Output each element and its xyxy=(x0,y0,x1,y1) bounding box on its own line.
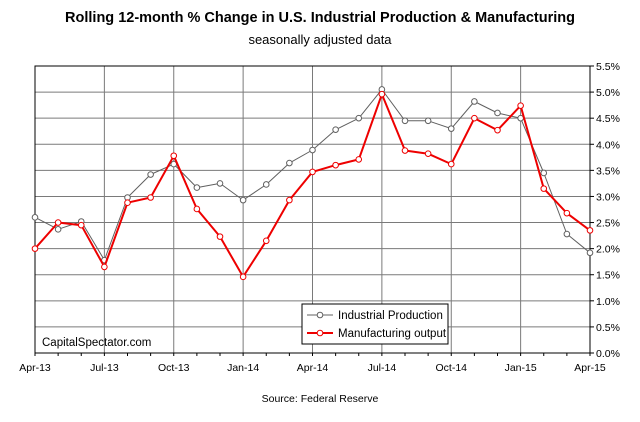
y-tick-label: 1.0% xyxy=(596,296,620,308)
data-point-industrial-production xyxy=(31,214,39,221)
y-axis: 0.0% 0.5% 1.0% 1.5% 2.0% 2.5% 3.0% 3.5% 4.0% 4.5%… xyxy=(590,61,620,360)
data-point-industrial-production xyxy=(540,169,548,177)
data-point-manufacturing-output xyxy=(401,147,409,154)
legend-marker-industrial-production xyxy=(316,311,324,319)
data-point-manufacturing-output xyxy=(332,161,339,169)
data-point-industrial-production xyxy=(54,226,62,233)
x-axis: Apr-13 Jul-13 Oct-13 Jan-14 Apr-14 Jul-14 Oct-… xyxy=(19,353,606,374)
data-point-manufacturing-output xyxy=(563,209,571,217)
data-point-manufacturing-output xyxy=(101,263,108,271)
chart-title: Rolling 12-month % Change in U.S. Indust… xyxy=(65,10,575,26)
data-point-manufacturing-output xyxy=(517,102,524,109)
data-point-industrial-production xyxy=(332,126,339,133)
data-point-manufacturing-output xyxy=(147,194,154,201)
data-point-manufacturing-output xyxy=(471,114,478,122)
y-tick-label: 5.0% xyxy=(596,87,620,99)
data-point-industrial-production xyxy=(471,98,478,105)
legend-marker-manufacturing-output xyxy=(316,329,324,337)
data-point-industrial-production xyxy=(447,125,455,132)
data-point-manufacturing-output xyxy=(54,219,62,226)
data-point-manufacturing-output xyxy=(494,126,501,134)
data-point-industrial-production xyxy=(563,230,571,238)
x-tick-label: Jul-13 xyxy=(90,362,119,374)
legend-label-industrial-production: Industrial Production xyxy=(338,310,443,322)
y-tick-label: 3.0% xyxy=(596,191,620,203)
data-point-industrial-production xyxy=(309,146,316,154)
data-point-manufacturing-output xyxy=(239,273,247,281)
data-point-manufacturing-output xyxy=(447,160,455,168)
legend-box xyxy=(301,303,449,345)
legend-label-manufacturing-output: Manufacturing output xyxy=(338,328,447,340)
x-tick-label: Oct-14 xyxy=(435,362,467,374)
x-tick-label: Apr-15 xyxy=(574,362,606,374)
data-point-industrial-production xyxy=(586,249,594,257)
data-point-manufacturing-output xyxy=(77,221,85,229)
data-point-industrial-production xyxy=(216,180,224,187)
data-point-industrial-production xyxy=(424,117,432,125)
data-point-manufacturing-output xyxy=(378,90,386,98)
data-point-manufacturing-output xyxy=(286,196,293,204)
x-tick-label: Apr-13 xyxy=(19,362,51,374)
data-point-manufacturing-output xyxy=(424,150,432,157)
y-tick-label: 5.5% xyxy=(596,61,620,73)
data-point-manufacturing-output xyxy=(586,227,594,234)
data-point-manufacturing-output xyxy=(355,156,363,163)
data-point-manufacturing-output xyxy=(170,152,178,160)
y-tick-label: 0.5% xyxy=(596,322,620,334)
data-point-industrial-production xyxy=(193,184,201,191)
y-tick-label: 2.0% xyxy=(596,244,620,256)
data-point-manufacturing-output xyxy=(124,199,131,207)
x-tick-label: Jan-15 xyxy=(505,362,537,374)
legend: Industrial Production Manufacturing outp… xyxy=(301,303,449,345)
x-tick-label: Apr-14 xyxy=(297,362,329,374)
data-point-industrial-production xyxy=(401,117,409,125)
y-tick-label: 0.0% xyxy=(596,348,620,360)
x-tick-label: Jul-14 xyxy=(368,362,397,374)
y-tick-label: 1.5% xyxy=(596,270,620,282)
data-point-manufacturing-output xyxy=(31,245,39,252)
data-point-industrial-production xyxy=(239,196,247,204)
data-point-manufacturing-output xyxy=(262,237,270,245)
data-point-industrial-production xyxy=(147,171,154,178)
data-point-manufacturing-output xyxy=(216,233,224,240)
y-tick-label: 3.5% xyxy=(596,165,620,177)
chart-source: Source: Federal Reserve xyxy=(261,393,379,405)
data-point-manufacturing-output xyxy=(540,185,548,192)
series-group xyxy=(31,86,594,281)
data-point-industrial-production xyxy=(286,159,293,167)
data-point-industrial-production xyxy=(355,114,363,122)
y-tick-label: 4.0% xyxy=(596,139,620,151)
chart-subtitle: seasonally adjusted data xyxy=(248,32,392,47)
watermark: CapitalSpectator.com xyxy=(42,337,151,349)
data-point-manufacturing-output xyxy=(309,168,316,176)
y-tick-label: 2.5% xyxy=(596,218,620,230)
x-tick-label: Jan-14 xyxy=(227,362,259,374)
data-point-manufacturing-output xyxy=(193,205,201,213)
y-tick-label: 4.5% xyxy=(596,113,620,125)
data-point-industrial-production xyxy=(494,109,501,117)
data-point-industrial-production xyxy=(262,181,270,188)
x-tick-label: Oct-13 xyxy=(158,362,190,374)
